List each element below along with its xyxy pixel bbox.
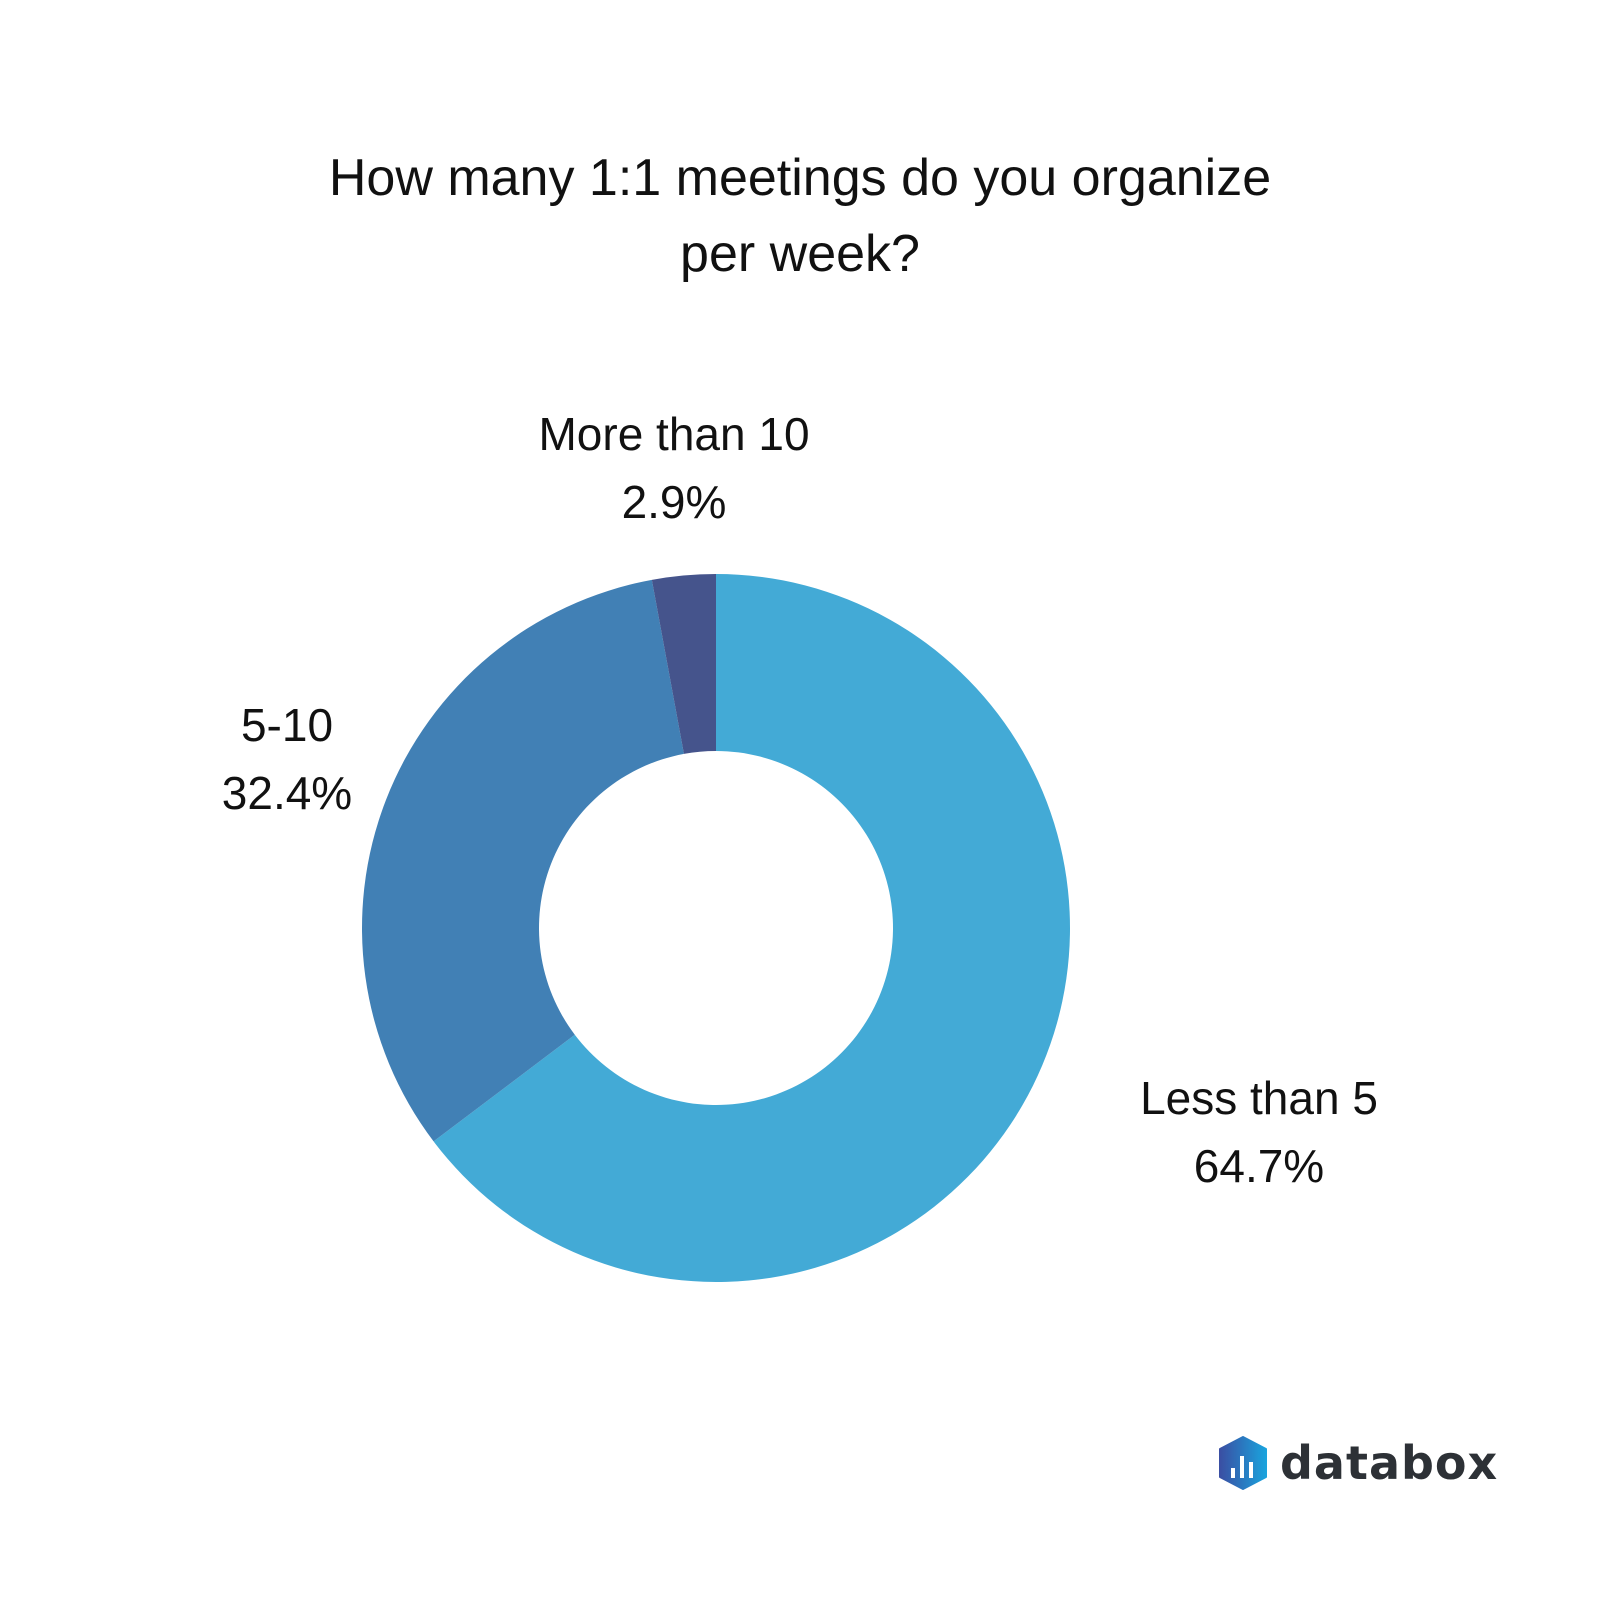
donut-slice-5-10: [362, 579, 684, 1142]
label-5-10: 5-10 32.4%: [37, 691, 537, 827]
donut-slice-less-than-5: [433, 574, 1070, 1282]
category-label: More than 10: [538, 408, 810, 460]
category-label: 5-10: [240, 699, 334, 751]
category-label: Less than 5: [1140, 1072, 1378, 1124]
value-label: 2.9%: [621, 476, 727, 528]
databox-logo: databox: [1218, 1436, 1498, 1490]
chart-title: How many 1:1 meetings do you organize pe…: [0, 140, 1600, 292]
value-label: 64.7%: [1193, 1140, 1325, 1192]
databox-logo-icon: [1219, 1436, 1267, 1490]
donut-slice-more-than-10: [651, 574, 716, 754]
title-line-2: per week?: [680, 225, 920, 283]
label-more-than-10: More than 10 2.9%: [424, 400, 924, 536]
value-label: 32.4%: [221, 767, 353, 819]
title-line-1: How many 1:1 meetings do you organize: [328, 149, 1272, 207]
databox-logo-text: databox: [1280, 1436, 1499, 1490]
label-less-than-5: Less than 5 64.7%: [1009, 1064, 1509, 1200]
